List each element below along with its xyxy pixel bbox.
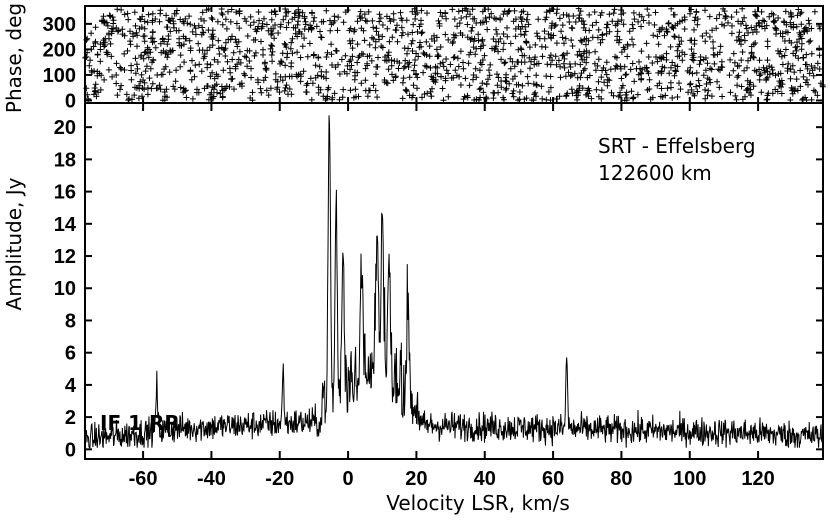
amp-ytick-label: 10: [54, 278, 76, 300]
phase-point: [464, 8, 471, 15]
amp-ytick-label: 12: [54, 246, 76, 268]
phase-point: [645, 54, 652, 61]
amplitude-series: [84, 115, 824, 449]
phase-point: [235, 38, 242, 45]
phase-ytick-label: 200: [43, 39, 76, 61]
phase-point: [259, 23, 266, 30]
phase-point: [738, 20, 744, 27]
xtick-label: 120: [741, 468, 774, 490]
xtick-label: 60: [542, 468, 564, 490]
amp-ytick-label: 14: [54, 214, 77, 236]
xtick-label: -60: [129, 468, 158, 490]
phase-point: [796, 36, 803, 43]
phase-point: [283, 82, 290, 89]
phase-point: [522, 28, 529, 35]
phase-axis-title: Phase, deg: [2, 3, 26, 113]
phase-point: [584, 87, 591, 94]
phase-point: [208, 89, 215, 96]
velocity-axis-title: Velocity LSR, km/s: [386, 491, 570, 515]
phase-point: [676, 41, 683, 48]
xtick-label: 100: [673, 468, 706, 490]
phase-point: [379, 33, 386, 40]
phase-point: [181, 59, 188, 66]
phase-point: [119, 31, 126, 38]
phase-point: [105, 66, 112, 73]
xtick-label: 80: [610, 468, 632, 490]
amp-ytick-label: 8: [65, 310, 76, 332]
amp-ytick-label: 6: [65, 343, 76, 365]
amplitude-panel: [84, 115, 824, 449]
baseline-length: 122600 km: [598, 161, 712, 185]
xtick-label: -40: [197, 468, 226, 490]
baseline-label: SRT - Effelsberg: [598, 134, 756, 158]
axes: 0 100 200 300 0 2 4 6 8 10 12 14 16 18 20 -60 -40 -20 0 20 4…: [43, 5, 824, 490]
phase-ytick-label: 300: [43, 14, 76, 36]
amp-ytick-label: 20: [54, 117, 76, 139]
phase-point: [553, 61, 560, 68]
amp-ytick-label: 16: [54, 182, 76, 204]
amp-ytick-label: 18: [54, 149, 76, 171]
amp-ytick-label: 2: [65, 407, 76, 429]
amp-ytick-label: 4: [65, 375, 77, 397]
amplitude-frame: [84, 102, 824, 460]
phase-point: [768, 64, 775, 71]
phase-point: [351, 69, 358, 76]
phase-points: [82, 5, 826, 104]
amplitude-axis-title: Amplitude, Jy: [2, 177, 26, 310]
phase-panel: [82, 5, 826, 104]
xtick-label: 0: [343, 468, 354, 490]
phase-point: [433, 46, 440, 53]
amp-ytick-label: 0: [65, 439, 76, 461]
phase-point: [99, 18, 106, 25]
phase-point: [406, 92, 413, 99]
if-label: IF 1 RR: [100, 411, 180, 435]
phase-point: [140, 77, 147, 84]
phase-point: [331, 13, 338, 20]
phase-point: [157, 10, 164, 17]
xtick-label: 40: [474, 468, 496, 490]
phase-point: [310, 51, 317, 58]
phase-point: [615, 18, 621, 25]
phase-ytick-label: 0: [65, 90, 76, 112]
xtick-label: 20: [405, 468, 427, 490]
phase-point: [495, 74, 502, 81]
labels: Phase, deg Amplitude, Jy Velocity LSR, k…: [2, 3, 756, 515]
phase-point: [707, 79, 714, 86]
xtick-label: -20: [265, 468, 294, 490]
phase-ytick-label: 100: [43, 65, 76, 87]
